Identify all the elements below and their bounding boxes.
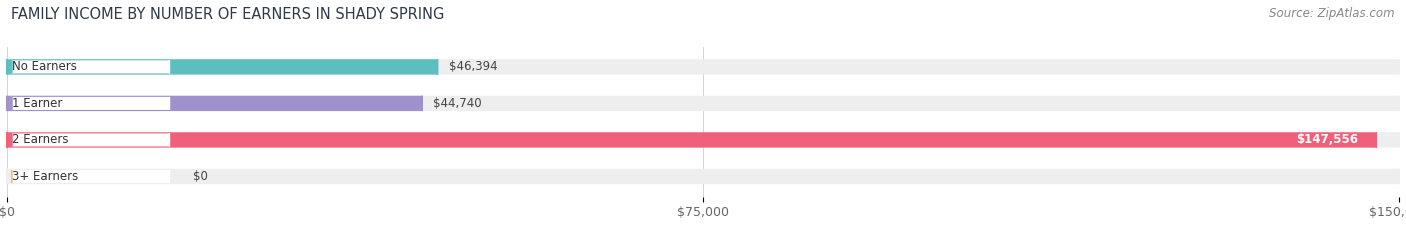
Text: 2 Earners: 2 Earners (11, 133, 67, 146)
Text: Source: ZipAtlas.com: Source: ZipAtlas.com (1270, 7, 1395, 20)
Text: $44,740: $44,740 (433, 97, 482, 110)
FancyBboxPatch shape (7, 169, 1399, 184)
FancyBboxPatch shape (7, 96, 1399, 111)
Text: $147,556: $147,556 (1296, 133, 1358, 146)
Text: $46,394: $46,394 (449, 60, 498, 73)
FancyBboxPatch shape (7, 59, 437, 75)
FancyBboxPatch shape (11, 60, 169, 73)
FancyBboxPatch shape (7, 59, 1399, 75)
FancyBboxPatch shape (7, 132, 1376, 148)
FancyBboxPatch shape (11, 97, 169, 110)
Text: 3+ Earners: 3+ Earners (11, 170, 77, 183)
Text: $0: $0 (193, 170, 208, 183)
Text: 1 Earner: 1 Earner (11, 97, 62, 110)
FancyBboxPatch shape (7, 96, 422, 111)
FancyBboxPatch shape (7, 132, 1399, 148)
Text: FAMILY INCOME BY NUMBER OF EARNERS IN SHADY SPRING: FAMILY INCOME BY NUMBER OF EARNERS IN SH… (11, 7, 444, 22)
FancyBboxPatch shape (11, 133, 169, 146)
FancyBboxPatch shape (11, 170, 169, 183)
Text: No Earners: No Earners (11, 60, 76, 73)
